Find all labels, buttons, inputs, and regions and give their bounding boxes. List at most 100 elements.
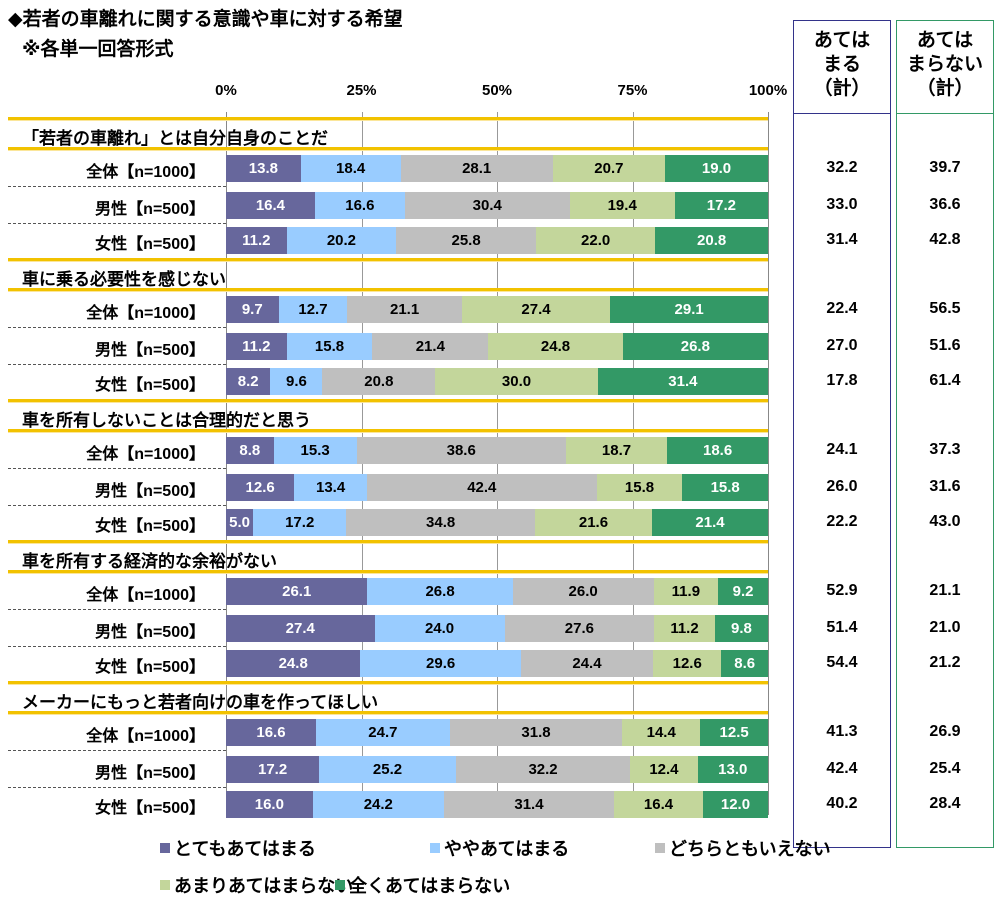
bar-segment-1: 16.4 [226,192,315,219]
axis-line-right [768,112,769,815]
question-rule-bottom [8,570,768,573]
row-label: 全体【n=1000】 [86,164,205,181]
bar-segment-2: 16.6 [314,192,405,219]
row-label: 全体【n=1000】 [86,446,205,463]
summary-not-apply-value: 21.1 [929,582,961,599]
bar-segment-1: 11.2 [226,227,287,254]
bar-segment-1: 5.0 [226,509,254,536]
summary-apply-value: 41.3 [826,723,858,740]
row-label: 女性【n=500】 [95,236,205,253]
summary-not-apply-value: 37.3 [929,441,961,458]
legend-item: どちらともいえない [655,835,831,861]
summary-apply-value: 32.2 [826,159,858,176]
bar-segment-4: 15.8 [596,474,683,501]
bar-segment-3: 38.6 [356,437,566,464]
bar-segment-3: 31.8 [449,719,623,746]
summary-apply-value: 42.4 [826,760,858,777]
row-label: 男性【n=500】 [95,483,205,500]
bar-segment-2: 15.3 [273,437,357,464]
bar-segment-4: 22.0 [536,227,656,254]
bar-segment-3: 32.2 [455,756,631,783]
question-title: 「若者の車離れ」とは自分自身のことだ [22,129,328,148]
question-rule-top [8,399,768,402]
summary-header-line: （計） [813,78,871,99]
question-rule-bottom [8,147,768,150]
bar-segment-2: 26.8 [367,578,513,605]
summary-not-apply-value: 21.0 [929,619,961,636]
bar-segment-1: 13.8 [226,155,301,182]
summary-not-apply-value: 56.5 [929,300,961,317]
legend-item: あまりあてはまらない [160,872,353,898]
summary-not-apply-value: 31.6 [929,478,961,495]
axis-tick-label: 0% [215,82,237,99]
bar-segment-5: 21.4 [652,509,768,536]
axis-tick-label: 25% [346,82,377,99]
bar-segment-5: 15.8 [682,474,768,501]
bar-segment-3: 34.8 [346,509,535,536]
bar-segment-5: 18.6 [667,437,768,464]
summary-header: あては まる （計） [794,29,890,101]
bar-segment-3: 28.1 [400,155,553,182]
question-rule-bottom [8,711,768,714]
question-rule-top [8,117,768,120]
bar-segment-1: 11.2 [226,333,287,360]
legend-label: あまりあてはまらない [174,876,354,896]
summary-apply-value: 51.4 [826,619,858,636]
legend-swatch [430,843,440,853]
bar-segment-5: 9.2 [718,578,768,605]
row-label: 男性【n=500】 [95,624,205,641]
row-divider [8,364,226,365]
summary-header-divider [794,113,890,114]
bar-segment-1: 16.6 [226,719,316,746]
row-divider [8,505,226,506]
summary-not-apply-value: 21.2 [929,654,961,671]
bar-segment-5: 20.8 [655,227,768,254]
bar-segment-1: 8.2 [226,368,271,395]
bar-segment-2: 9.6 [270,368,323,395]
bar-segment-3: 26.0 [512,578,654,605]
bar-segment-4: 24.8 [488,333,623,360]
legend-label: 全くあてはまらない [349,876,511,896]
bar-segment-5: 9.8 [714,615,768,642]
bar-segment-4: 21.6 [534,509,652,536]
question-title: 車に乗る必要性を感じない [22,270,226,289]
summary-apply-value: 54.4 [826,654,858,671]
summary-column-not-apply: あてはまらない （計） [896,20,994,848]
axis-tick-label: 100% [748,82,788,99]
bar-segment-4: 11.9 [653,578,719,605]
bar-segment-3: 31.4 [443,791,615,818]
question-rule-top [8,681,768,684]
row-divider [8,750,226,751]
bar-segment-4: 12.4 [630,756,698,783]
summary-header-line: あては [916,30,974,51]
bar-segment-2: 17.2 [253,509,347,536]
row-label: 女性【n=500】 [95,518,205,535]
question-rule-bottom [8,429,768,432]
bar-segment-5: 26.8 [622,333,768,360]
bar-segment-3: 27.6 [504,615,655,642]
question-title: 車を所有する経済的な余裕がない [22,552,277,571]
bar-segment-4: 30.0 [435,368,598,395]
summary-header-divider [897,113,993,114]
summary-header-line: まらない [906,54,983,75]
bar-segment-5: 17.2 [674,192,768,219]
legend-swatch [160,843,170,853]
row-label: 男性【n=500】 [95,765,205,782]
bar-segment-4: 14.4 [622,719,701,746]
summary-apply-value: 40.2 [826,795,858,812]
summary-not-apply-value: 39.7 [929,159,961,176]
summary-header-line: （計） [916,78,974,99]
bar-segment-1: 9.7 [226,296,279,323]
summary-not-apply-value: 26.9 [929,723,961,740]
bar-segment-1: 26.1 [226,578,368,605]
bar-segment-4: 27.4 [461,296,611,323]
bar-segment-2: 12.7 [278,296,348,323]
bar-segment-5: 13.0 [697,756,768,783]
bar-segment-4: 20.7 [552,155,665,182]
question-rule-top [8,258,768,261]
summary-not-apply-value: 43.0 [929,513,961,530]
row-label: 女性【n=500】 [95,800,205,817]
bar-segment-2: 25.2 [319,756,456,783]
legend-swatch [655,843,665,853]
summary-apply-value: 22.2 [826,513,858,530]
